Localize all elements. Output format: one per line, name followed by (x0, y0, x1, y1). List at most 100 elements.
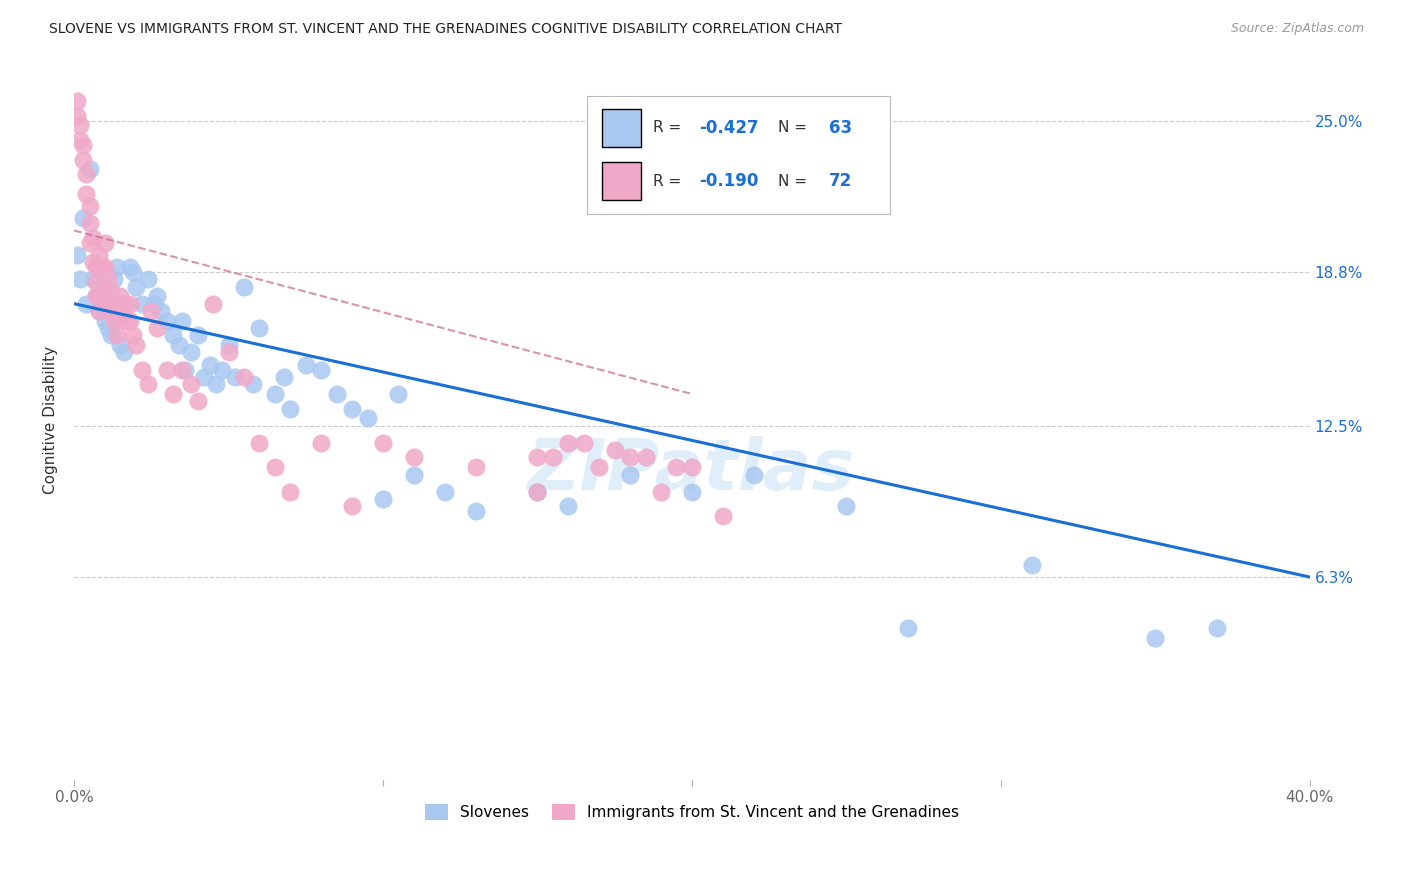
Point (464, 460, 486, 475)
Point (526, 484, 548, 499)
Point (897, 621, 920, 635)
Point (233, 370, 256, 384)
Point (94, 314, 117, 328)
Point (79, 216, 101, 230)
Point (103, 314, 125, 328)
Point (187, 328, 209, 343)
Point (97, 272, 120, 286)
Point (1206, 621, 1229, 635)
Point (103, 296, 125, 310)
Point (110, 289, 132, 303)
Point (69, 119, 91, 133)
Point (94, 260, 117, 274)
Point (162, 328, 184, 343)
Point (97, 296, 120, 310)
Point (90, 285, 112, 299)
Point (94, 279, 117, 293)
Point (75, 186, 97, 201)
Point (526, 484, 548, 499)
Point (650, 484, 672, 499)
Point (105, 260, 128, 274)
Point (84, 289, 107, 303)
Point (118, 296, 141, 310)
Point (90, 289, 112, 303)
Point (136, 272, 159, 286)
Point (66, 94, 89, 108)
Point (69, 272, 91, 286)
Point (69, 133, 91, 147)
Point (202, 296, 225, 310)
Point (711, 508, 734, 523)
Point (146, 321, 169, 335)
Point (464, 504, 486, 518)
Point (294, 358, 316, 372)
Point (100, 328, 122, 343)
Point (79, 162, 101, 177)
Point (103, 272, 125, 286)
Point (356, 411, 378, 425)
Point (634, 450, 657, 465)
Point (156, 362, 179, 376)
Point (588, 460, 610, 475)
Point (603, 443, 626, 458)
Legend: Slovenes, Immigrants from St. Vincent and the Grenadines: Slovenes, Immigrants from St. Vincent an… (419, 797, 965, 826)
Point (572, 435, 595, 450)
Point (82, 231, 104, 245)
Point (87, 304, 110, 318)
Point (371, 435, 394, 450)
Y-axis label: Cognitive Disability: Cognitive Disability (44, 345, 58, 493)
Point (340, 500, 363, 514)
Point (263, 387, 285, 401)
Point (149, 304, 172, 318)
Point (172, 362, 194, 376)
Point (371, 491, 394, 506)
Point (82, 272, 104, 286)
Point (557, 500, 579, 514)
Point (433, 484, 456, 499)
Point (224, 370, 246, 384)
Point (526, 450, 548, 465)
Point (141, 304, 163, 318)
Point (90, 260, 112, 274)
Point (180, 377, 202, 392)
Point (242, 377, 264, 392)
Point (387, 387, 409, 401)
Point (340, 401, 363, 416)
Point (72, 153, 94, 167)
Point (263, 460, 285, 475)
Point (742, 467, 765, 482)
Point (325, 387, 347, 401)
Point (249, 321, 271, 335)
Point (121, 265, 143, 279)
Text: ZIPatlas: ZIPatlas (529, 435, 856, 505)
Point (121, 328, 143, 343)
Point (193, 370, 215, 384)
Point (105, 328, 128, 343)
Point (100, 285, 122, 299)
Point (249, 435, 271, 450)
Point (619, 467, 641, 482)
Point (118, 260, 141, 274)
Point (136, 377, 159, 392)
Point (87, 289, 110, 303)
Point (110, 309, 132, 323)
Point (143, 296, 166, 310)
Point (309, 362, 332, 376)
Point (75, 167, 97, 181)
Point (115, 314, 138, 328)
Point (75, 296, 97, 310)
Point (66, 109, 89, 123)
Point (233, 279, 256, 293)
Point (97, 321, 120, 335)
Point (167, 338, 190, 352)
Point (146, 289, 169, 303)
Point (110, 338, 132, 352)
Point (84, 289, 107, 303)
Point (1144, 631, 1167, 645)
Point (198, 358, 221, 372)
Point (112, 296, 135, 310)
Point (131, 362, 153, 376)
Point (309, 435, 332, 450)
Point (87, 304, 110, 318)
Point (1021, 558, 1043, 572)
